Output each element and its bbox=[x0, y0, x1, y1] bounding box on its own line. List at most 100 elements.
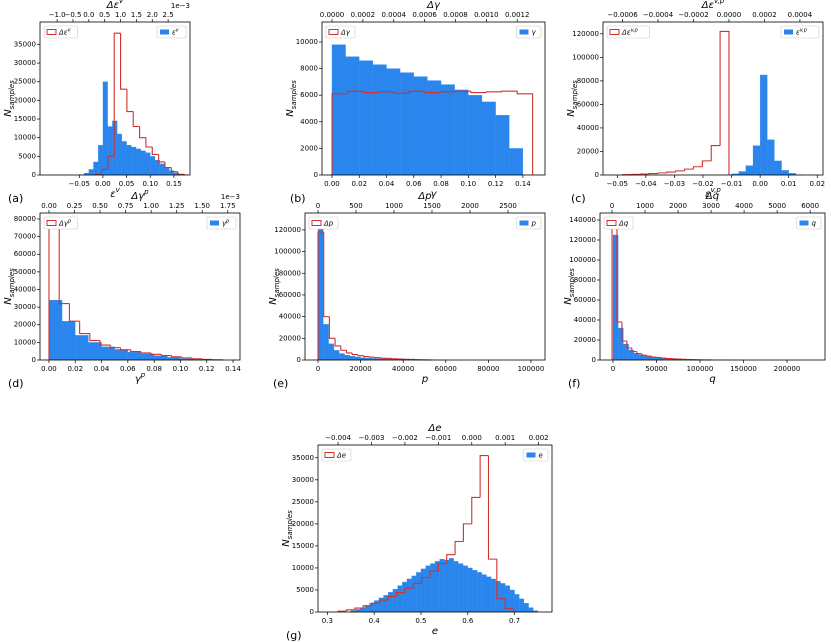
hist-step bbox=[164, 161, 172, 169]
hist-step bbox=[158, 154, 165, 163]
y-tick-label: 0 bbox=[314, 171, 318, 179]
legend-label: γ bbox=[532, 29, 537, 37]
hist-bar bbox=[388, 592, 393, 613]
hist-step bbox=[471, 496, 481, 524]
y-label-sub: samples bbox=[286, 510, 294, 539]
y-tick-label: 0 bbox=[32, 171, 36, 179]
y-label: Nsamples bbox=[3, 268, 16, 305]
hist-step bbox=[351, 352, 358, 356]
x2-tick-label: 0.000 bbox=[462, 434, 482, 442]
y-tick-label: 80000 bbox=[279, 269, 301, 277]
y-label-base: N bbox=[285, 109, 296, 117]
panel-label: (a) bbox=[8, 192, 23, 205]
x-label-sup: v,p bbox=[711, 186, 722, 194]
hist-bar bbox=[434, 561, 440, 613]
x2-tick-label: 2.0 bbox=[147, 11, 158, 19]
legend-label-sup: p bbox=[67, 218, 71, 224]
x2-tick-label: 0.001 bbox=[495, 434, 515, 442]
hist-step bbox=[501, 90, 518, 92]
x-tick-label: 0.00 bbox=[324, 180, 340, 188]
hist-step bbox=[139, 126, 146, 139]
hist-bar bbox=[738, 171, 746, 176]
hist-bar bbox=[458, 563, 464, 613]
hist-bar bbox=[126, 145, 132, 176]
y-label-sub: samples bbox=[8, 80, 16, 109]
legend-label-base: q bbox=[812, 220, 817, 228]
x-tick-label: 0.00 bbox=[95, 180, 111, 188]
legend-box bbox=[780, 25, 820, 39]
legend-label-base: Δγ bbox=[58, 220, 69, 228]
panel-label: (e) bbox=[273, 377, 288, 390]
legend-label-sup: p bbox=[225, 218, 229, 224]
x2-offset: 1e−3 bbox=[221, 193, 240, 201]
y-label-sub: samples bbox=[568, 268, 576, 297]
y-tick-label: 0 bbox=[595, 171, 599, 179]
y-tick-label: 20000 bbox=[14, 321, 36, 329]
x2-label-base: Δe bbox=[428, 423, 442, 434]
x-tick-label: 0.12 bbox=[199, 365, 215, 373]
hist-step bbox=[370, 602, 380, 606]
hist-step bbox=[362, 91, 379, 94]
hist-bar bbox=[145, 152, 151, 176]
hist-step bbox=[145, 137, 153, 148]
hist-step bbox=[345, 609, 355, 612]
hist-bar bbox=[386, 68, 401, 176]
y-tick-label: 120000 bbox=[569, 236, 596, 244]
x2-label-sup: v,p bbox=[714, 0, 725, 5]
hist-step bbox=[516, 91, 534, 175]
x-tick-label: −0.01 bbox=[721, 180, 742, 188]
hist-step bbox=[323, 232, 330, 318]
hist-bar bbox=[760, 74, 768, 176]
hist-step bbox=[641, 353, 647, 356]
hist-bar bbox=[495, 115, 510, 176]
x-tick-label: 0.4 bbox=[369, 617, 381, 625]
x-tick-label: 0.15 bbox=[166, 180, 182, 188]
hist-bar bbox=[440, 84, 455, 176]
hist-bar bbox=[98, 145, 104, 176]
y-label-base: N bbox=[281, 539, 292, 547]
x-tick-label: 0.00 bbox=[41, 365, 57, 373]
hist-step bbox=[334, 338, 341, 347]
x2-tick-label: 0.0002 bbox=[752, 11, 777, 19]
hist-bar bbox=[523, 603, 529, 613]
legend-label: Δγp bbox=[58, 218, 71, 228]
x-tick-label: 0.7 bbox=[509, 617, 520, 625]
y-tick-label: 20000 bbox=[577, 147, 599, 155]
legend-swatch bbox=[46, 220, 57, 226]
legend-label: Δe bbox=[336, 452, 346, 460]
y-tick-label: 25000 bbox=[292, 498, 314, 506]
x-tick-label: −0.03 bbox=[664, 180, 685, 188]
legend-label-base: Δe bbox=[336, 452, 346, 460]
x-tick-label: 0 bbox=[316, 365, 320, 373]
legend-box bbox=[156, 25, 187, 39]
hist-bar bbox=[481, 574, 487, 613]
legend-label-base: Δγ bbox=[340, 29, 351, 37]
hist-step bbox=[79, 321, 90, 335]
axes-frame bbox=[599, 212, 826, 361]
x2-tick-label: 1.00 bbox=[143, 202, 159, 210]
hist-step bbox=[379, 599, 389, 604]
hist-bar bbox=[317, 224, 324, 361]
hist-bar bbox=[486, 576, 492, 613]
x2-tick-label: −0.0006 bbox=[607, 11, 638, 19]
hist-bar bbox=[372, 64, 387, 176]
hist-bar bbox=[135, 148, 141, 176]
y-label-base: N bbox=[3, 109, 14, 117]
hist-bar bbox=[528, 607, 534, 613]
x2-tick-label: 1.5 bbox=[131, 11, 142, 19]
x2-tick-label: 1.50 bbox=[194, 202, 210, 210]
hist-bar bbox=[374, 600, 379, 613]
x2-tick-label: 1000 bbox=[385, 202, 403, 210]
hist-step bbox=[363, 355, 370, 358]
hist-step bbox=[100, 168, 108, 175]
legend-label-base: Δp bbox=[323, 220, 334, 228]
legend-swatch bbox=[784, 29, 793, 35]
x2-tick-label: −0.0002 bbox=[678, 11, 708, 19]
panel-label: (f) bbox=[568, 377, 580, 390]
x-tick-label: 0.10 bbox=[142, 180, 158, 188]
hist-step bbox=[68, 303, 80, 322]
hist-step bbox=[656, 357, 662, 359]
x-tick-label: 100000 bbox=[518, 365, 545, 373]
